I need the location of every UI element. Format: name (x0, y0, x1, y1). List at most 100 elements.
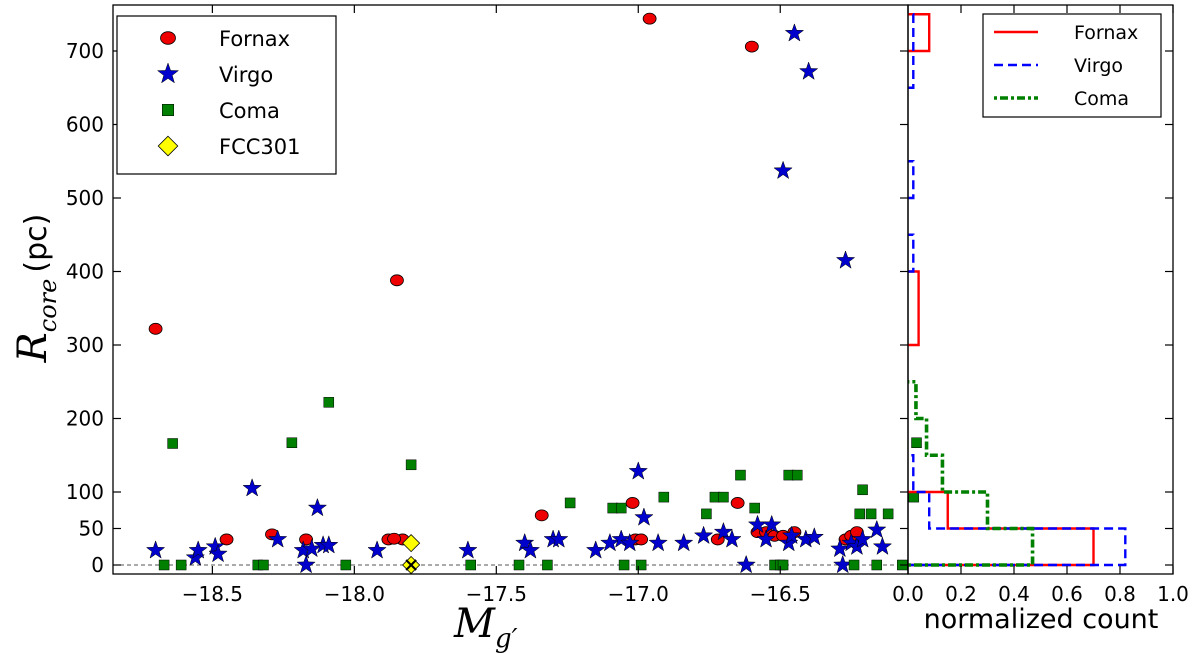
scatter-marks (145, 12, 922, 575)
coma-point (323, 397, 335, 408)
scatter-panel: −18.5 −18.0 −17.5 −17.0 −16.5 0 50 100 200 300 40… (10, 4, 922, 653)
virgo-point (736, 554, 756, 574)
virgo-point (188, 540, 208, 559)
coma-point (286, 437, 298, 449)
coma-point (258, 559, 269, 571)
fornax-point (387, 532, 401, 545)
fornax-point (744, 40, 759, 53)
scatter-x-tick-label: −18.5 (182, 582, 243, 606)
virgo-point (267, 529, 288, 548)
virgo-point (648, 532, 668, 552)
histogram-legend-coma-label: Coma (1074, 88, 1129, 110)
histogram-x-tick-label: 0.8 (1104, 582, 1136, 606)
coma-point (405, 459, 417, 471)
virgo-point (773, 160, 793, 180)
fcc301-point (402, 534, 421, 553)
histogram-x-tick-label: 0.0 (892, 582, 924, 606)
virgo-point (804, 527, 825, 546)
legend-fornax-label: Fornax (219, 27, 290, 51)
histogram-x-tick-label: 0.2 (945, 582, 977, 606)
virgo-point (205, 536, 225, 556)
legend-virgo-label: Virgo (219, 63, 273, 87)
scatter-y-tick-label: 300 (66, 333, 104, 357)
virgo-point (722, 529, 742, 548)
scatter-y-tick-label: 700 (66, 39, 104, 63)
virgo-point (781, 525, 802, 545)
virgo-point (145, 540, 166, 559)
scatter-y-label-sub: core (34, 279, 62, 333)
coma-point (564, 497, 576, 509)
legend-coma-marker (162, 104, 174, 116)
histogram-legend-items: Fornax Virgo Coma (994, 22, 1138, 110)
scatter-y-tick-label: 600 (66, 113, 104, 137)
fornax-point (534, 509, 549, 522)
scatter-x-tick-label: −17.0 (608, 582, 669, 606)
virgo-point (693, 525, 714, 545)
coma-point (615, 502, 627, 514)
histogram-legend-virgo-label: Virgo (1074, 55, 1123, 77)
histogram-x-tick-label: 0.6 (1051, 582, 1083, 606)
virgo-point (619, 532, 640, 552)
histogram-virgo-steps (908, 13, 1127, 567)
fornax-point (642, 12, 657, 25)
coma-point (701, 508, 712, 520)
scatter-y-tick-label: 200 (66, 407, 104, 431)
scatter-x-tick-label: −17.5 (466, 582, 527, 606)
scatter-legend-box (116, 15, 337, 175)
scatter-y-label: Rcore(pc) (10, 214, 62, 364)
coma-point (792, 469, 803, 481)
virgo-point (319, 535, 339, 554)
virgo-point (872, 536, 893, 556)
histogram-legend-fornax-label: Fornax (1074, 22, 1138, 44)
virgo-point (548, 529, 569, 548)
scatter-x-tick-label: −16.5 (750, 582, 811, 606)
histogram-panel: 0.0 0.2 0.4 0.6 0.8 1.0 normalized count Forn… (892, 4, 1189, 635)
scatter-y-tick-label: 400 (66, 260, 104, 284)
fornax-point (148, 322, 163, 335)
histogram-x-ticks: 0.0 0.2 0.4 0.6 0.8 1.0 (892, 5, 1189, 606)
scatter-legend-items: Fornax Virgo Coma FCC301 (156, 27, 301, 159)
fornax-point (634, 533, 649, 546)
legend-fcc301-marker (157, 135, 179, 157)
legend-coma-label: Coma (219, 99, 280, 123)
scatter-legend: Fornax Virgo Coma FCC301 (116, 15, 337, 175)
virgo-point (673, 532, 694, 552)
coma-point (718, 491, 729, 503)
coma-point (871, 559, 883, 571)
fornax-point (730, 497, 745, 509)
coma-point (848, 559, 860, 571)
scatter-y-label-unit: (pc) (19, 214, 54, 273)
scatter-y-tick-label: 500 (66, 186, 104, 210)
histogram-steps (908, 13, 1127, 567)
coma-point (658, 491, 670, 503)
coma-point (635, 559, 647, 571)
coma-point (542, 559, 553, 571)
coma-point (167, 438, 178, 449)
virgo-point (611, 529, 632, 548)
scatter-x-label: Mg′ (453, 601, 518, 653)
coma-point (882, 508, 894, 520)
coma-point (777, 559, 789, 571)
coma-point (513, 559, 525, 571)
fcc301-point-cross (405, 559, 417, 571)
legend-fcc301-label: FCC301 (219, 135, 301, 159)
coma-point (857, 484, 868, 496)
histogram-legend: Fornax Virgo Coma (982, 13, 1162, 118)
coma-point (865, 508, 877, 520)
legend-virgo-marker (156, 62, 180, 84)
coma-point (158, 559, 170, 571)
virgo-point (242, 478, 262, 497)
scatter-y-tick-label: 50 (79, 517, 104, 541)
coma-point (735, 469, 746, 481)
scatter-x-ticks: −18.5 −18.0 −17.5 −17.0 −16.5 (182, 5, 811, 606)
legend-fornax-marker (160, 31, 176, 45)
coma-point (749, 502, 760, 514)
virgo-point (866, 519, 887, 539)
histogram-x-tick-label: 1.0 (1157, 582, 1189, 606)
coma-point (908, 491, 919, 503)
fornax-point (219, 533, 234, 546)
coma-point (618, 559, 630, 571)
virgo-point (458, 540, 478, 559)
scatter-y-ticks: 0 50 100 200 300 400 500 600 700 (66, 39, 908, 577)
